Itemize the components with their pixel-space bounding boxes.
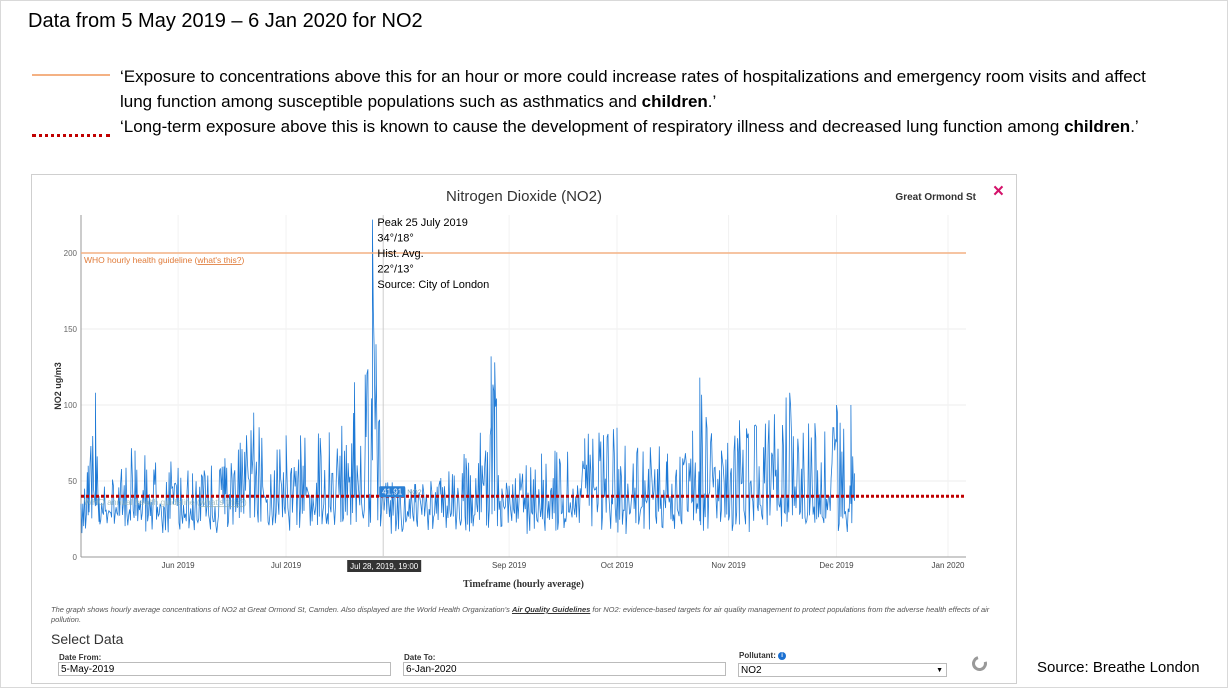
who-annual-label-close: ) <box>244 497 247 507</box>
legend-annual-text-a: ‘Long-term exposure above this is known … <box>120 117 1065 136</box>
legend-line-hourly <box>32 74 110 76</box>
date-to-input[interactable]: 6-Jan-2020 <box>403 662 726 676</box>
peak-annotation-line: Source: City of London <box>377 279 489 291</box>
y-tick-label: 200 <box>64 249 78 258</box>
pollutant-select-value: NO2 <box>741 665 762 676</box>
legend-hourly-text-bold: children <box>641 92 708 111</box>
legend-text-annual: ‘Long-term exposure above this is known … <box>120 114 1180 139</box>
air-quality-guidelines-link[interactable]: Air Quality Guidelines <box>511 605 591 614</box>
dropdown-arrow-icon: ▼ <box>936 667 943 674</box>
date-from-label: Date From: <box>59 653 102 662</box>
pollutant-select[interactable]: NO2 ▼ <box>738 663 947 677</box>
tooltip-series-name: NO2 <box>407 489 422 496</box>
location-label: Great Ormond St <box>895 192 976 203</box>
x-tick-label: Nov 2019 <box>711 561 746 570</box>
x-tick-label: Jun 2019 <box>162 561 195 570</box>
refresh-icon[interactable] <box>969 653 990 674</box>
select-data-heading: Select Data <box>51 631 124 647</box>
legend-annual-text-b: .’ <box>1130 117 1139 136</box>
y-tick-label: 150 <box>64 325 78 334</box>
legend-annual-text-bold: children <box>1064 117 1131 136</box>
tooltip-x-label: Jul 28, 2019, 19:00 <box>350 562 419 571</box>
caption-text-a: The graph shows hourly average concentra… <box>51 605 512 614</box>
slide-title: Data from 5 May 2019 – 6 Jan 2020 for NO… <box>28 10 423 32</box>
x-tick-label: Oct 2019 <box>601 561 634 570</box>
date-from-input[interactable]: 5-May-2019 <box>58 662 391 676</box>
peak-annotation-line: Hist. Avg. <box>377 248 423 260</box>
y-axis-title: NO2 ug/m3 <box>53 362 63 410</box>
legend-text-hourly: ‘Exposure to concentrations above this f… <box>120 64 1180 114</box>
y-tick-label: 100 <box>64 401 78 410</box>
legend-hourly-text-b: .’ <box>707 92 717 111</box>
no2-chart[interactable]: 0 50 100 150 200 Jun 2019 Jul 2019 Sep 2019 Oct … <box>32 175 1016 595</box>
who-annual-guideline-label: WHO annual health guideline (what's this… <box>84 497 247 507</box>
legend-line-annual <box>32 134 110 137</box>
y-tick-label: 0 <box>73 553 78 562</box>
peak-annotation-line: 22°/13° <box>377 264 413 276</box>
info-icon[interactable]: i <box>778 651 787 660</box>
who-hourly-label-text: WHO hourly health guideline ( <box>84 255 198 265</box>
x-axis-title: Timeframe (hourly average) <box>463 579 584 590</box>
who-annual-label-text: WHO annual health guideline ( <box>84 497 200 507</box>
no2-series-line <box>80 219 855 535</box>
caption-text-b: for NO2: evidence-based targets for air … <box>51 605 990 624</box>
x-tick-label: Jul 2019 <box>271 561 302 570</box>
whats-this-link-annual[interactable]: what's this? <box>199 497 244 507</box>
tooltip-value: 41.91 <box>382 487 403 496</box>
who-hourly-guideline-label: WHO hourly health guideline (what's this… <box>84 255 245 265</box>
peak-annotation-line: 34°/18° <box>377 233 413 245</box>
x-tick-label: Dec 2019 <box>819 561 854 570</box>
y-tick-label: 50 <box>68 477 77 486</box>
source-label: Source: Breathe London <box>1037 659 1200 676</box>
chart-caption: The graph shows hourly average concentra… <box>51 605 1001 625</box>
x-tick-label: Jan 2020 <box>932 561 965 570</box>
date-to-label: Date To: <box>404 653 436 662</box>
x-tick-label: Sep 2019 <box>492 561 527 570</box>
who-hourly-label-close: ) <box>242 255 245 265</box>
pollutant-label-group: Pollutant: i <box>739 651 787 660</box>
tooltip-badge <box>379 486 406 498</box>
no2-widget: Nitrogen Dioxide (NO2) Great Ormond St ×… <box>31 174 1017 684</box>
chart-title: Nitrogen Dioxide (NO2) <box>446 188 602 205</box>
peak-annotation-line: Peak 25 July 2019 <box>377 217 468 229</box>
tooltip-x-label-box <box>347 560 422 572</box>
pollutant-label: Pollutant: <box>739 651 776 660</box>
close-icon[interactable]: × <box>992 181 1004 202</box>
legend-hourly-text-a: ‘Exposure to concentrations above this f… <box>120 67 1146 111</box>
whats-this-link[interactable]: what's this? <box>196 255 241 265</box>
